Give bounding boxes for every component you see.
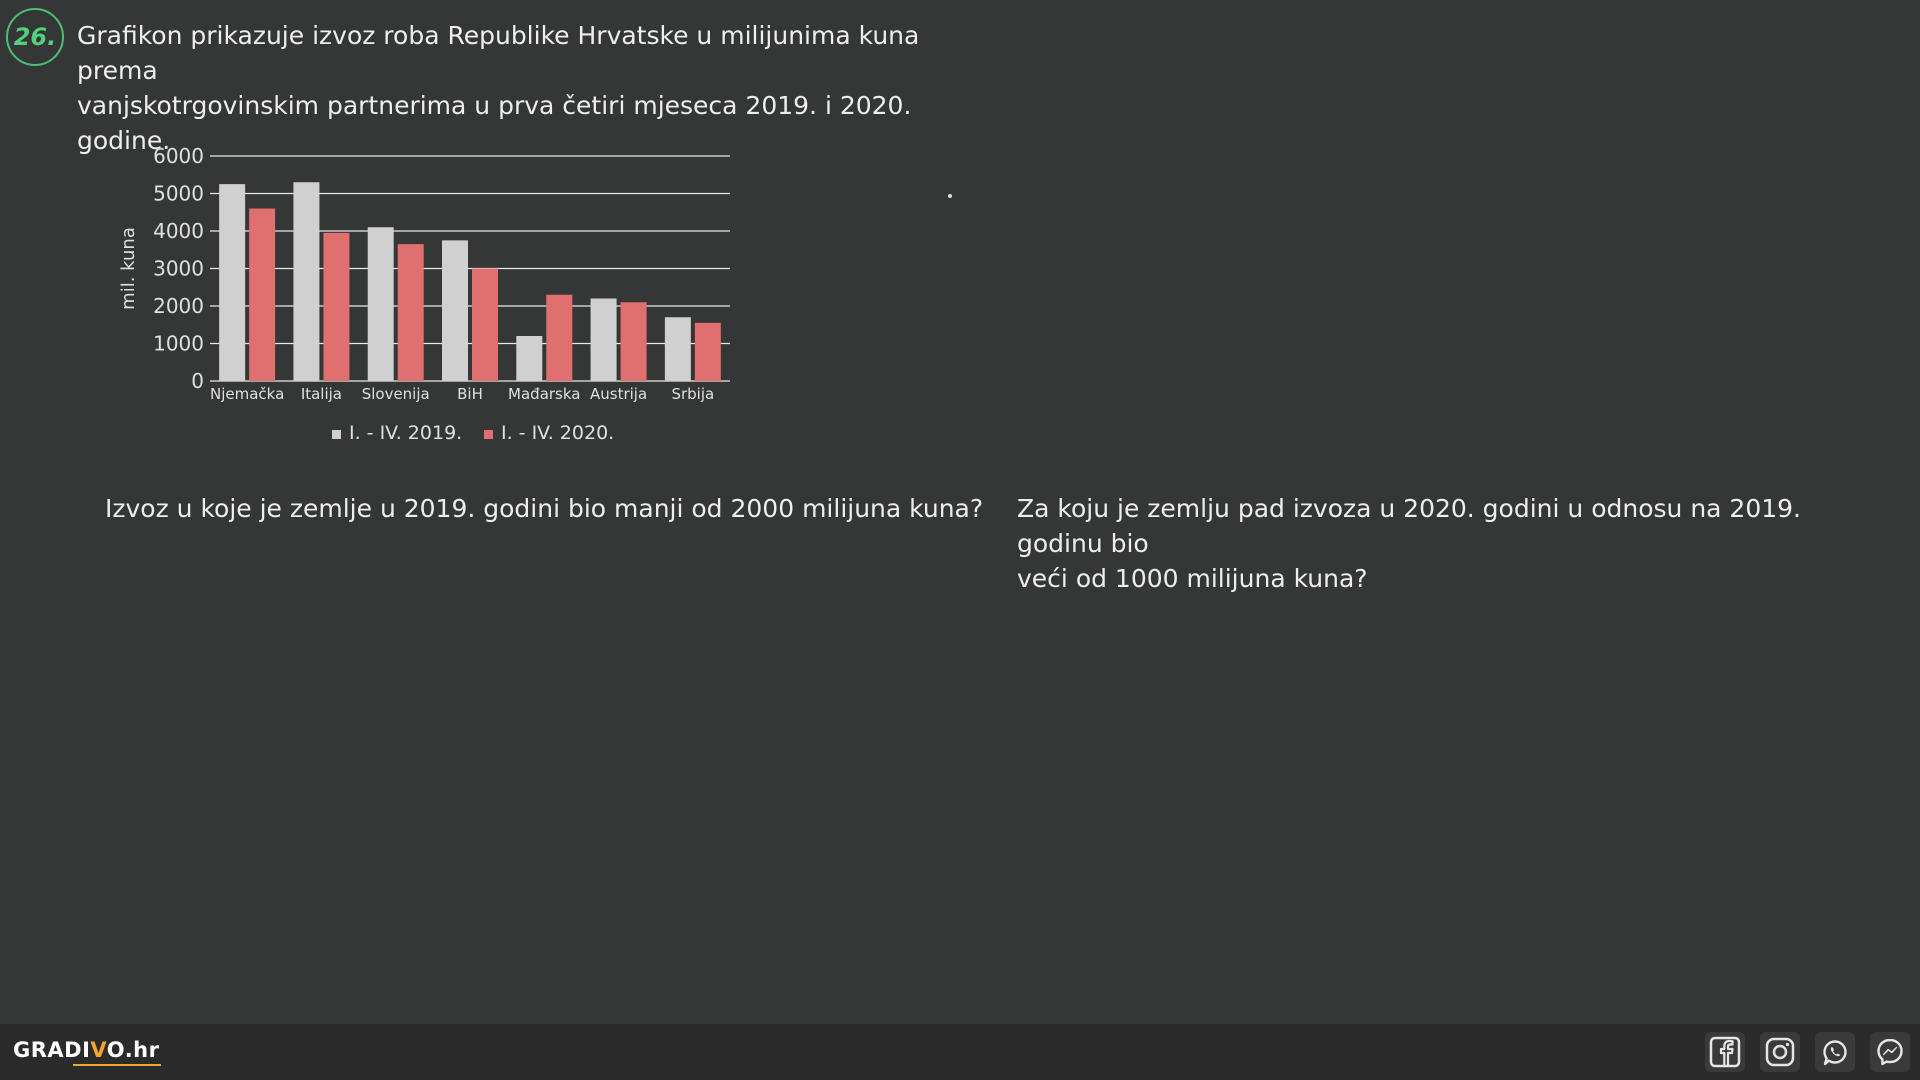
brand-v: V: [90, 1038, 107, 1062]
bar-2020: [249, 208, 276, 381]
task-text-line-1: Grafikon prikazuje izvoz roba Republike …: [77, 21, 920, 85]
question-1: Izvoz u koje je zemlje u 2019. godini bi…: [105, 494, 984, 523]
question-2: Za koju je zemlju pad izvoza u 2020. god…: [1017, 491, 1877, 596]
x-tick-label: Njemačka: [210, 385, 284, 403]
bar-2019: [293, 182, 320, 381]
legend-label: I. - IV. 2019.: [349, 422, 462, 444]
whatsapp-button[interactable]: [1815, 1032, 1855, 1072]
facebook-icon: [1709, 1036, 1741, 1068]
x-tick-label: Srbija: [671, 385, 714, 403]
gradivo-logo[interactable]: GRADIVO.hr: [13, 1038, 161, 1066]
brand-prefix: GRADI: [13, 1038, 91, 1062]
pointer-dot: [948, 194, 952, 198]
y-tick-label: 1000: [153, 332, 204, 356]
bar-2020: [694, 322, 721, 381]
y-tick-label: 0: [191, 369, 204, 393]
bar-2019: [664, 317, 691, 381]
legend-swatch: [484, 430, 493, 439]
bar-2019: [516, 336, 543, 381]
y-tick-label: 5000: [153, 182, 204, 206]
question-2-line-1: Za koju je zemlju pad izvoza u 2020. god…: [1017, 494, 1801, 558]
x-tick-label: Slovenija: [362, 385, 430, 403]
whatsapp-icon: [1823, 1040, 1847, 1066]
bar-2019: [442, 240, 468, 381]
y-axis-label: mil. kuna: [118, 227, 139, 310]
y-tick-label: 4000: [153, 219, 204, 243]
task-number-badge: 26.: [6, 8, 64, 66]
legend-label: I. - IV. 2020.: [501, 422, 614, 444]
brand-suffix: O.hr: [106, 1038, 160, 1062]
bar-2019: [367, 227, 394, 381]
instagram-icon: [1765, 1037, 1795, 1067]
bar-2020: [323, 232, 350, 381]
y-tick-label: 3000: [153, 257, 204, 281]
y-tick-label: 6000: [153, 144, 204, 168]
legend-swatch: [332, 430, 341, 439]
y-tick-label: 2000: [153, 294, 204, 318]
x-tick-label: Italija: [301, 385, 342, 403]
footer-bar: GRADIVO.hr: [0, 1024, 1920, 1080]
x-tick-label: Mađarska: [508, 385, 580, 403]
chart-svg: 0 1000 2000 3000 4000 5000 6000 mil. kuna Njemač…: [118, 144, 730, 444]
export-bar-chart: 0 1000 2000 3000 4000 5000 6000 mil. kuna Njemač…: [110, 136, 750, 456]
task-number: 26.: [13, 23, 57, 51]
facebook-button[interactable]: [1705, 1032, 1745, 1072]
brand-underline: [73, 1064, 161, 1066]
instagram-button[interactable]: [1760, 1032, 1800, 1072]
messenger-button[interactable]: [1870, 1032, 1910, 1072]
social-links: [1705, 1032, 1910, 1072]
task-text-line-2: vanjskotrgovinskim partnerima u prva čet…: [77, 91, 912, 155]
task-description: Grafikon prikazuje izvoz roba Republike …: [77, 18, 977, 158]
bar-2019: [219, 184, 246, 381]
bar-2020: [546, 294, 573, 381]
messenger-icon: [1877, 1038, 1903, 1066]
bar-2020: [620, 302, 647, 381]
bar-2020: [397, 244, 424, 381]
x-tick-label: Austrija: [590, 385, 647, 403]
x-tick-label: BiH: [457, 385, 483, 403]
question-2-line-2: veći od 1000 milijuna kuna?: [1017, 564, 1368, 593]
bar-2020: [472, 268, 498, 381]
bar-2019: [590, 298, 617, 381]
